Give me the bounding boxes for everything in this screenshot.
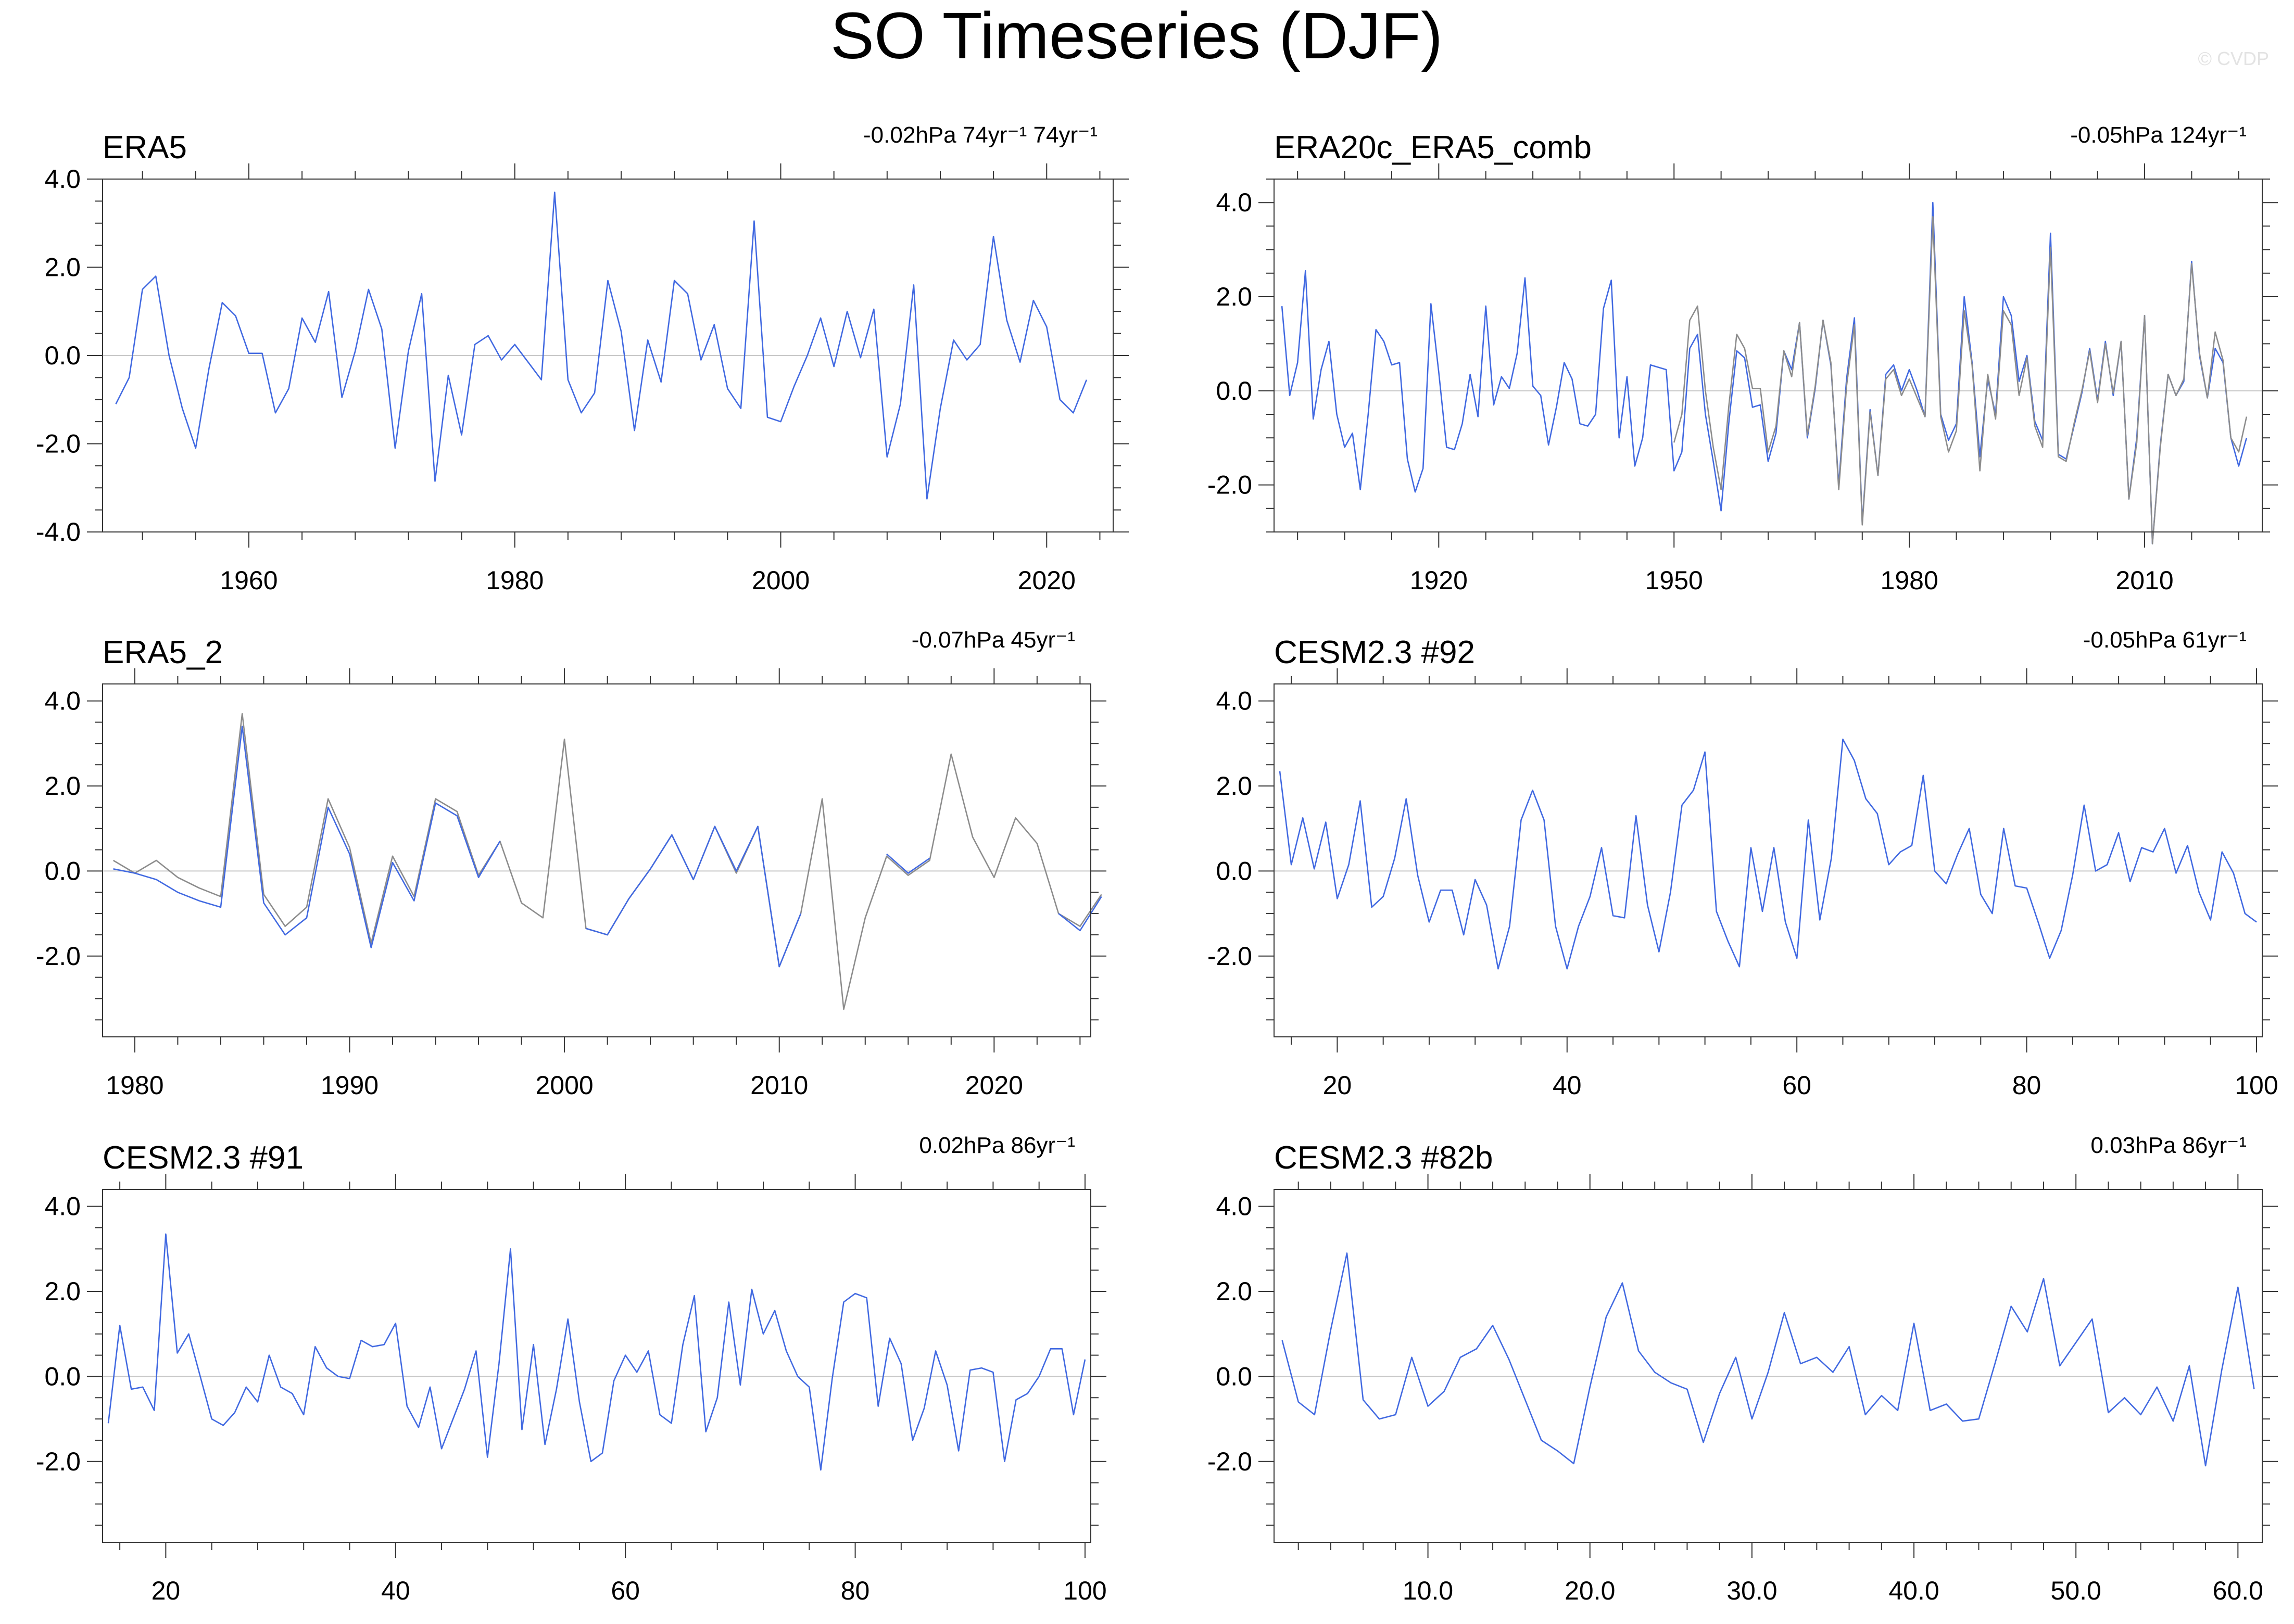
panel-title: CESM2.3 #91 (103, 1140, 304, 1176)
x-tick-label: 1960 (220, 566, 278, 595)
panel-title: ERA5 (103, 130, 187, 166)
y-tick-label: 2.0 (44, 1277, 81, 1306)
panel-title: CESM2.3 #92 (1274, 635, 1475, 670)
x-tick-label: 30.0 (1726, 1576, 1777, 1605)
panel-stat: -0.02hPa 74yr⁻¹ 74yr⁻¹ (863, 122, 1098, 148)
y-tick-label: 4.0 (1216, 1192, 1252, 1221)
series-line-era5-2 (1058, 896, 1102, 932)
plot-frame (1274, 683, 2263, 1037)
plot-frame (1274, 1189, 2263, 1543)
series-line-era5 (112, 713, 1102, 1010)
panel-stat: -0.07hPa 45yr⁻¹ (912, 627, 1075, 653)
x-tick-label: 2010 (2115, 566, 2173, 595)
y-tick-label: 4.0 (44, 164, 81, 194)
series-line-era5 (1673, 215, 2248, 544)
x-tick-label: 80 (841, 1576, 870, 1605)
series-line-cesm2-3-92 (1279, 738, 2257, 970)
x-tick-label: 100 (2235, 1071, 2278, 1100)
y-tick-label: 4.0 (44, 687, 81, 716)
series-line-era5-2 (886, 853, 930, 874)
panels: ERA5 -0.02hPa 74yr⁻¹ 74yr⁻¹ -4.0 -2.0 0.0 2.0… (36, 122, 2278, 1605)
plot-frame (1274, 179, 2263, 532)
series-line-cesm2-3-82b (1281, 1252, 2255, 1467)
panel-stat: -0.05hPa 124yr⁻¹ (2070, 122, 2247, 148)
y-tick-label: 0.0 (1216, 376, 1252, 405)
x-tick-label: 20.0 (1565, 1576, 1615, 1605)
x-tick-label: 1920 (1410, 566, 1468, 595)
y-tick-label: 2.0 (44, 771, 81, 801)
y-tick-label: 0.0 (44, 1362, 81, 1391)
y-tick-label: -2.0 (36, 942, 81, 971)
series-line-era5 (115, 192, 1088, 500)
x-tick-label: 40 (381, 1576, 410, 1605)
panel-era20c-era5-comb: ERA20c_ERA5_comb -0.05hPa 124yr⁻¹ -2.0 0.0 2… (1207, 122, 2278, 595)
y-tick-label: 0.0 (1216, 1362, 1252, 1391)
y-tick-label: 4.0 (1216, 687, 1252, 716)
panel-stat: 0.02hPa 86yr⁻¹ (919, 1133, 1075, 1158)
panel-era5: ERA5 -0.02hPa 74yr⁻¹ 74yr⁻¹ -4.0 -2.0 0.0 2.0… (36, 122, 1129, 595)
y-tick-label: -2.0 (1207, 1447, 1252, 1476)
y-tick-label: 0.0 (44, 856, 81, 885)
panel-title: ERA20c_ERA5_comb (1274, 130, 1592, 166)
series-line-cesm2-3-91 (107, 1233, 1086, 1471)
x-tick-label: 40 (1553, 1071, 1582, 1100)
y-tick-label: 2.0 (1216, 1277, 1252, 1306)
x-tick-label: 20 (1323, 1071, 1352, 1100)
y-tick-label: -2.0 (36, 1447, 81, 1476)
panel-era5-2: ERA5_2 -0.07hPa 45yr⁻¹ -2.0 0.0 2.0 4.0 1980 19… (36, 627, 1106, 1100)
y-tick-label: 2.0 (44, 253, 81, 282)
y-tick-label: -2.0 (1207, 471, 1252, 500)
y-tick-label: 0.0 (1216, 856, 1252, 885)
plot-frame (102, 179, 1114, 532)
y-tick-label: -2.0 (1207, 942, 1252, 971)
x-tick-label: 100 (1063, 1576, 1106, 1605)
series-line-era5-2 (586, 826, 802, 968)
x-tick-label: 60.0 (2213, 1576, 2263, 1605)
x-tick-label: 40.0 (1888, 1576, 1939, 1605)
x-tick-label: 2000 (535, 1071, 593, 1100)
y-tick-label: 2.0 (1216, 282, 1252, 311)
panel-cesm2-3-91: CESM2.3 #91 0.02hPa 86yr⁻¹ -2.0 0.0 2.0 4.0 20… (36, 1133, 1107, 1605)
x-tick-label: 60 (1782, 1071, 1811, 1100)
x-tick-label: 80 (2012, 1071, 2041, 1100)
panel-cesm2-3-92: CESM2.3 #92 -0.05hPa 61yr⁻¹ -2.0 0.0 2.0 4.0 2… (1207, 627, 2278, 1100)
series-line-era5-2 (113, 726, 501, 948)
y-tick-label: -4.0 (36, 517, 81, 547)
panel-stat: -0.05hPa 61yr⁻¹ (2083, 627, 2247, 653)
y-tick-label: 0.0 (44, 341, 81, 370)
plot-frame (102, 683, 1091, 1037)
y-tick-label: -2.0 (36, 429, 81, 459)
panel-cesm2-3-82b: CESM2.3 #82b 0.03hPa 86yr⁻¹ -2.0 0.0 2.0 4.0 1… (1207, 1133, 2278, 1605)
y-tick-label: 2.0 (1216, 771, 1252, 801)
x-tick-label: 1980 (106, 1071, 163, 1100)
x-tick-label: 2010 (750, 1071, 808, 1100)
x-tick-label: 2000 (752, 566, 810, 595)
x-tick-label: 1980 (486, 566, 544, 595)
figure-title: SO Timeseries (DJF) (830, 0, 1443, 72)
x-tick-label: 10.0 (1403, 1576, 1453, 1605)
panel-title: ERA5_2 (103, 635, 223, 670)
x-tick-label: 60 (611, 1576, 640, 1605)
x-tick-label: 50.0 (2051, 1576, 2101, 1605)
plot-frame (102, 1189, 1091, 1543)
x-tick-label: 2020 (1018, 566, 1076, 595)
y-tick-label: 4.0 (1216, 188, 1252, 217)
x-tick-label: 20 (152, 1576, 181, 1605)
y-tick-label: 4.0 (44, 1192, 81, 1221)
panel-title: CESM2.3 #82b (1274, 1140, 1493, 1176)
watermark: © CVDP (2198, 48, 2269, 69)
x-tick-label: 1980 (1881, 566, 1938, 595)
x-tick-label: 1950 (1645, 566, 1703, 595)
x-tick-label: 1990 (321, 1071, 379, 1100)
x-tick-label: 2020 (965, 1071, 1023, 1100)
panel-stat: 0.03hPa 86yr⁻¹ (2090, 1133, 2247, 1158)
